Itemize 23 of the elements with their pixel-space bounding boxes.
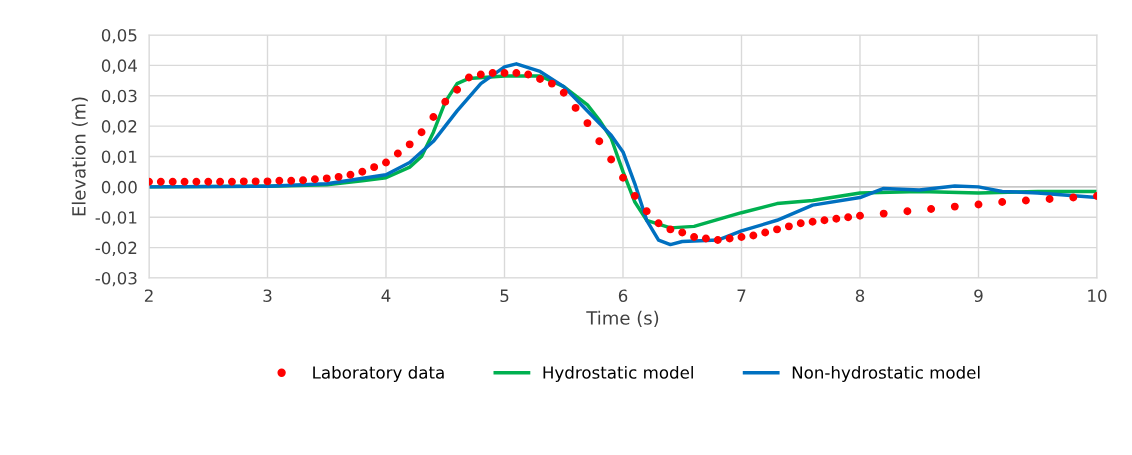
y-tick-label: 0,04	[101, 59, 137, 74]
y-tick-label: 0,03	[101, 89, 137, 105]
legend-label: Hydrostatic model	[543, 365, 693, 383]
legend-label: Laboratory data	[313, 365, 444, 383]
y-tick-label: 0,01	[101, 150, 137, 165]
x-tick-label: 2	[144, 289, 153, 302]
x-tick-label: 8	[855, 289, 865, 303]
y-tick-label: -0,01	[95, 211, 137, 226]
x-tick-label: 7	[737, 289, 746, 302]
x-tick-label: 9	[974, 289, 983, 303]
y-tick-label: 0,05	[101, 28, 137, 44]
legend-label: Non-hydrostatic model	[792, 365, 980, 383]
y-tick-label: 0,00	[101, 180, 137, 196]
x-tick-label: 10	[1088, 289, 1107, 303]
y-axis-title: Elevation (m)	[71, 97, 88, 216]
y-tick-label: 0,02	[101, 120, 137, 135]
x-tick-label: 3	[263, 289, 272, 303]
x-tick-label: 4	[381, 289, 391, 302]
x-tick-label: 5	[500, 289, 509, 303]
x-tick-label: 6	[618, 289, 628, 303]
x-axis-title: Time (s)	[586, 310, 659, 327]
y-tick-label: -0,02	[95, 241, 137, 256]
y-tick-label: -0,03	[95, 271, 137, 287]
